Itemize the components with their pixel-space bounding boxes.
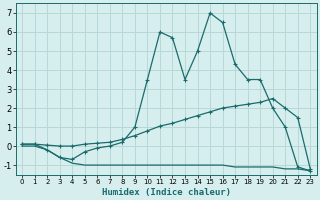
X-axis label: Humidex (Indice chaleur): Humidex (Indice chaleur) xyxy=(102,188,231,197)
